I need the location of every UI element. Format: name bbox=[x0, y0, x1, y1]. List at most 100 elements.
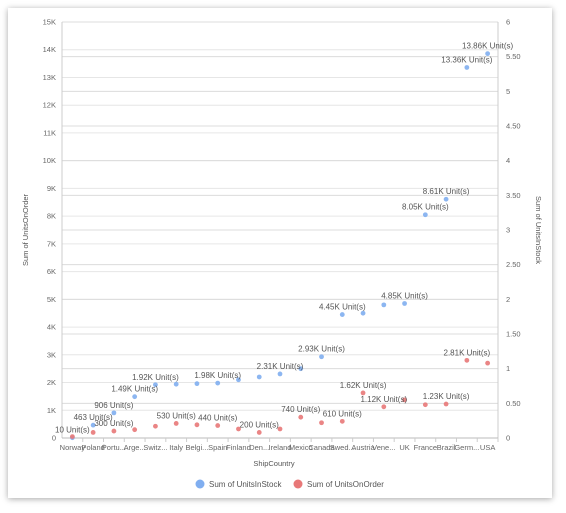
data-point[interactable] bbox=[215, 380, 221, 386]
x-tick-label: USA bbox=[480, 443, 495, 452]
data-point[interactable] bbox=[132, 427, 138, 433]
x-tick-label: Poland bbox=[81, 443, 104, 452]
data-label: 440 Unit(s) bbox=[198, 414, 237, 423]
data-point[interactable] bbox=[360, 310, 366, 316]
y-tick-label: 4K bbox=[47, 323, 56, 332]
data-point[interactable] bbox=[153, 382, 158, 388]
data-label: 10 Unit(s) bbox=[55, 426, 90, 435]
y2-tick-label: 0.50 bbox=[506, 399, 521, 408]
data-label: 1.62K Unit(s) bbox=[340, 381, 387, 390]
y2-tick-label: 1 bbox=[506, 364, 510, 373]
data-label: 200 Unit(s) bbox=[240, 420, 279, 429]
data-point[interactable] bbox=[90, 430, 96, 435]
x-tick-label: Spain bbox=[208, 443, 227, 452]
data-point[interactable] bbox=[319, 354, 324, 360]
x-tick-label: Canada bbox=[308, 443, 335, 452]
data-point[interactable] bbox=[256, 430, 262, 435]
x-tick-label: Mexico bbox=[289, 443, 313, 452]
data-labels: 10 Unit(s) 463 Unit(s) 906 Unit(s) 1.49K Un… bbox=[55, 42, 513, 435]
data-point[interactable] bbox=[69, 434, 75, 440]
x-tick-label: Den... bbox=[249, 443, 269, 452]
data-point[interactable] bbox=[111, 410, 117, 416]
y-tick-label: 15K bbox=[43, 18, 56, 27]
data-label: 906 Unit(s) bbox=[94, 401, 133, 410]
y-tick-label: 5K bbox=[47, 295, 56, 304]
data-point[interactable] bbox=[464, 357, 470, 363]
data-point[interactable] bbox=[298, 366, 304, 372]
data-point[interactable] bbox=[381, 302, 387, 308]
y-tick-label: 3K bbox=[47, 350, 56, 359]
data-point[interactable] bbox=[236, 377, 241, 383]
y-tick-label: 10K bbox=[43, 156, 56, 165]
x-tick-label: Arge... bbox=[124, 443, 146, 452]
data-point[interactable] bbox=[464, 65, 470, 70]
data-point[interactable] bbox=[194, 422, 200, 428]
y2-tick-label: 5 bbox=[506, 87, 510, 96]
data-point[interactable] bbox=[173, 421, 179, 426]
y2-tick-label: 4 bbox=[506, 156, 510, 165]
data-label: 610 Unit(s) bbox=[323, 409, 362, 418]
data-label: 463 Unit(s) bbox=[74, 413, 113, 422]
data-point[interactable] bbox=[173, 381, 179, 387]
y2-axis-title: Sum of UnitsInStock bbox=[534, 196, 543, 264]
data-point[interactable] bbox=[443, 401, 449, 407]
data-point[interactable] bbox=[339, 418, 345, 424]
data-point[interactable] bbox=[443, 196, 449, 202]
data-label: 1.23K Unit(s) bbox=[423, 392, 470, 401]
x-tick-label: Italy bbox=[169, 443, 183, 452]
x-tick-label: UK bbox=[399, 443, 409, 452]
data-label: 4.85K Unit(s) bbox=[381, 291, 428, 300]
y2-tick-label: 2 bbox=[506, 295, 510, 304]
y2-tick-label: 3.50 bbox=[506, 191, 521, 200]
y-tick-label: 1K bbox=[47, 406, 56, 415]
x-tick-label: Swed... bbox=[330, 443, 355, 452]
y-tick-label: 11K bbox=[43, 128, 56, 137]
legend-marker[interactable] bbox=[195, 479, 205, 489]
data-point[interactable] bbox=[111, 428, 117, 434]
y-axis-left: 0 1K 2K 3K 4K 5K 6K 7K 8K 9K 10K 11K 12K 13K 14K 15K bbox=[43, 18, 63, 443]
data-point[interactable] bbox=[485, 360, 491, 366]
data-point[interactable] bbox=[132, 394, 138, 400]
y-axis-right: 0 0.50 1 1.50 2 2.50 3 3.50 4 4.50 5 5.50 6 bbox=[497, 18, 521, 443]
y-axis-title: Sum of UnitsOnOrder bbox=[21, 193, 30, 266]
x-tick-label: France bbox=[414, 443, 437, 452]
data-point[interactable] bbox=[90, 422, 96, 428]
data-point[interactable] bbox=[339, 312, 345, 317]
x-tick-label: Switz... bbox=[143, 443, 167, 452]
x-tick-label: Belgi... bbox=[185, 443, 208, 452]
data-point[interactable] bbox=[319, 420, 324, 426]
data-point[interactable] bbox=[256, 374, 262, 380]
x-tick-label: Finland bbox=[226, 443, 251, 452]
x-tick-label: Ireland bbox=[269, 443, 292, 452]
data-label: 4.45K Unit(s) bbox=[319, 303, 366, 312]
data-point[interactable] bbox=[298, 414, 304, 420]
legend-label[interactable]: Sum of UnitsInStock bbox=[209, 480, 282, 489]
y-tick-label: 7K bbox=[47, 239, 56, 248]
data-point[interactable] bbox=[153, 423, 158, 429]
data-point[interactable] bbox=[402, 397, 407, 403]
data-point[interactable] bbox=[402, 301, 407, 306]
legend-label[interactable]: Sum of UnitsOnOrder bbox=[307, 480, 384, 489]
data-point[interactable] bbox=[277, 426, 283, 432]
data-point[interactable] bbox=[360, 390, 366, 396]
x-tick-label: Brazil bbox=[437, 443, 456, 452]
data-point[interactable] bbox=[422, 402, 428, 408]
data-point[interactable] bbox=[277, 371, 283, 377]
y-tick-label: 13K bbox=[43, 73, 56, 82]
data-point[interactable] bbox=[215, 423, 221, 428]
data-label: 300 Unit(s) bbox=[94, 419, 133, 428]
data-point[interactable] bbox=[422, 212, 428, 218]
data-point[interactable] bbox=[194, 381, 200, 387]
legend-marker[interactable] bbox=[293, 479, 303, 489]
y2-tick-label: 0 bbox=[506, 434, 510, 443]
y-tick-label: 8K bbox=[47, 212, 56, 221]
y2-tick-label: 3 bbox=[506, 226, 510, 235]
data-point[interactable] bbox=[381, 404, 387, 410]
data-label: 2.31K Unit(s) bbox=[257, 362, 304, 371]
y-tick-label: 2K bbox=[47, 378, 56, 387]
data-label: 8.61K Unit(s) bbox=[423, 187, 470, 196]
data-point[interactable] bbox=[485, 51, 491, 57]
data-point[interactable] bbox=[236, 426, 241, 432]
y-tick-label: 0 bbox=[52, 434, 56, 443]
